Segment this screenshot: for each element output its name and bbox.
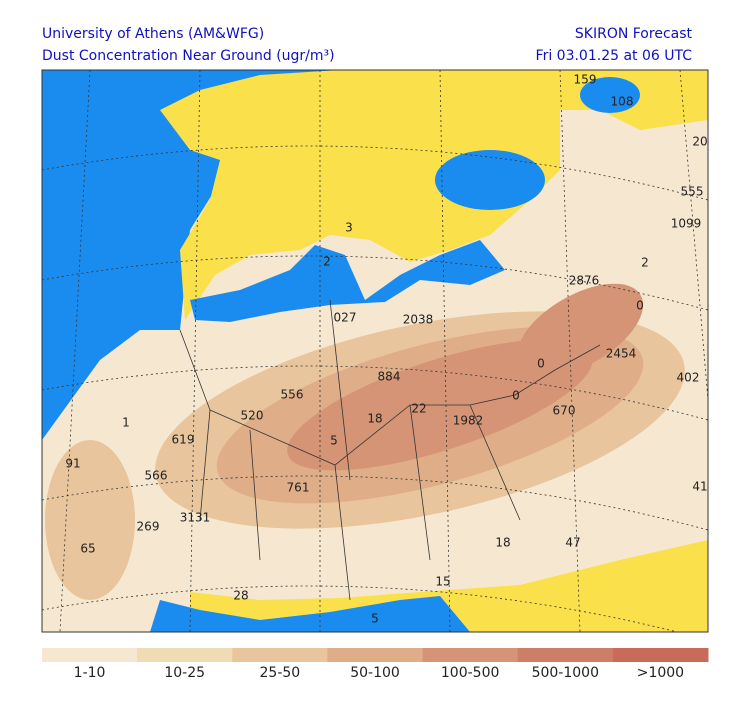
black-sea [435, 150, 545, 210]
concentration-label: 402 [677, 371, 700, 385]
concentration-label: 555 [681, 185, 704, 199]
concentration-label: 91 [65, 457, 80, 471]
europe [160, 70, 560, 320]
legend-swatch [612, 648, 709, 662]
legend-swatch [137, 648, 233, 662]
legend-label: 50-100 [350, 665, 400, 681]
concentration-label: 5 [371, 612, 379, 626]
concentration-label: 566 [145, 469, 168, 483]
legend-label: 500-1000 [532, 665, 599, 681]
concentration-label: 20 [692, 135, 707, 149]
concentration-label: 2454 [606, 347, 637, 361]
concentration-label: 761 [287, 481, 310, 495]
concentration-label: 0 [512, 389, 520, 403]
legend-label: 1-10 [74, 665, 106, 681]
concentration-label: 22 [411, 402, 426, 416]
concentration-label: 1982 [453, 414, 484, 428]
dust-atlantic [45, 440, 135, 600]
legend-label: 10-25 [164, 665, 205, 681]
concentration-label: 47 [565, 536, 580, 550]
legend-swatch [327, 648, 424, 662]
legend-swatch [517, 648, 614, 662]
concentration-label: 2 [323, 255, 331, 269]
concentration-label: 027 [334, 311, 357, 325]
concentration-label: 18 [367, 412, 382, 426]
gulf-of-guinea [150, 596, 470, 632]
map: 159 108 20 555 1099 2 2876 0 3 2 027 2038 2454 402 0 0 8… [42, 70, 708, 632]
legend-label: >1000 [637, 665, 684, 681]
institution: University of Athens (AM&WFG) [42, 26, 264, 42]
borders [179, 299, 601, 601]
concentration-label: 884 [378, 370, 401, 384]
forecast-time: Fri 03.01.25 at 06 UTC [536, 48, 693, 64]
concentration-label: 0 [636, 299, 644, 313]
legend-swatch [42, 648, 138, 662]
concentration-label: 3 [345, 221, 353, 235]
mediterranean [190, 240, 505, 322]
map-frame [41, 69, 709, 633]
south-land [190, 540, 708, 632]
concentration-label: 1099 [671, 217, 702, 231]
concentration-label: 556 [281, 388, 304, 402]
atlantic [42, 70, 340, 440]
concentration-label: 520 [241, 409, 264, 423]
legend-label: 25-50 [260, 665, 301, 681]
concentration-label: 0 [537, 357, 545, 371]
concentration-label: 619 [172, 433, 195, 447]
legend-swatch [232, 648, 328, 662]
dust-arabia [516, 283, 644, 377]
concentration-label: 28 [233, 589, 248, 603]
concentration-label: 1 [122, 416, 130, 430]
concentration-label: 2038 [403, 313, 434, 327]
concentration-label: 5 [330, 434, 338, 448]
concentration-label: 269 [137, 520, 160, 534]
concentration-label: 2 [641, 256, 649, 270]
caspian [580, 77, 640, 113]
concentration-label: 159 [574, 73, 597, 87]
legend-swatch [422, 648, 519, 662]
concentration-label: 670 [553, 404, 576, 418]
concentration-label: 108 [611, 95, 634, 109]
concentration-label: 2876 [569, 274, 600, 288]
concentration-label: 65 [80, 542, 95, 556]
legend-label: 100-500 [441, 665, 500, 681]
concentration-label: 15 [435, 575, 450, 589]
concentration-label: 18 [495, 536, 510, 550]
product: Dust Concentration Near Ground (ugr/m³) [42, 48, 335, 64]
concentration-label: 41 [692, 480, 707, 494]
concentration-label: 3131 [180, 511, 211, 525]
graticule [42, 70, 708, 632]
model: SKIRON Forecast [575, 26, 693, 42]
